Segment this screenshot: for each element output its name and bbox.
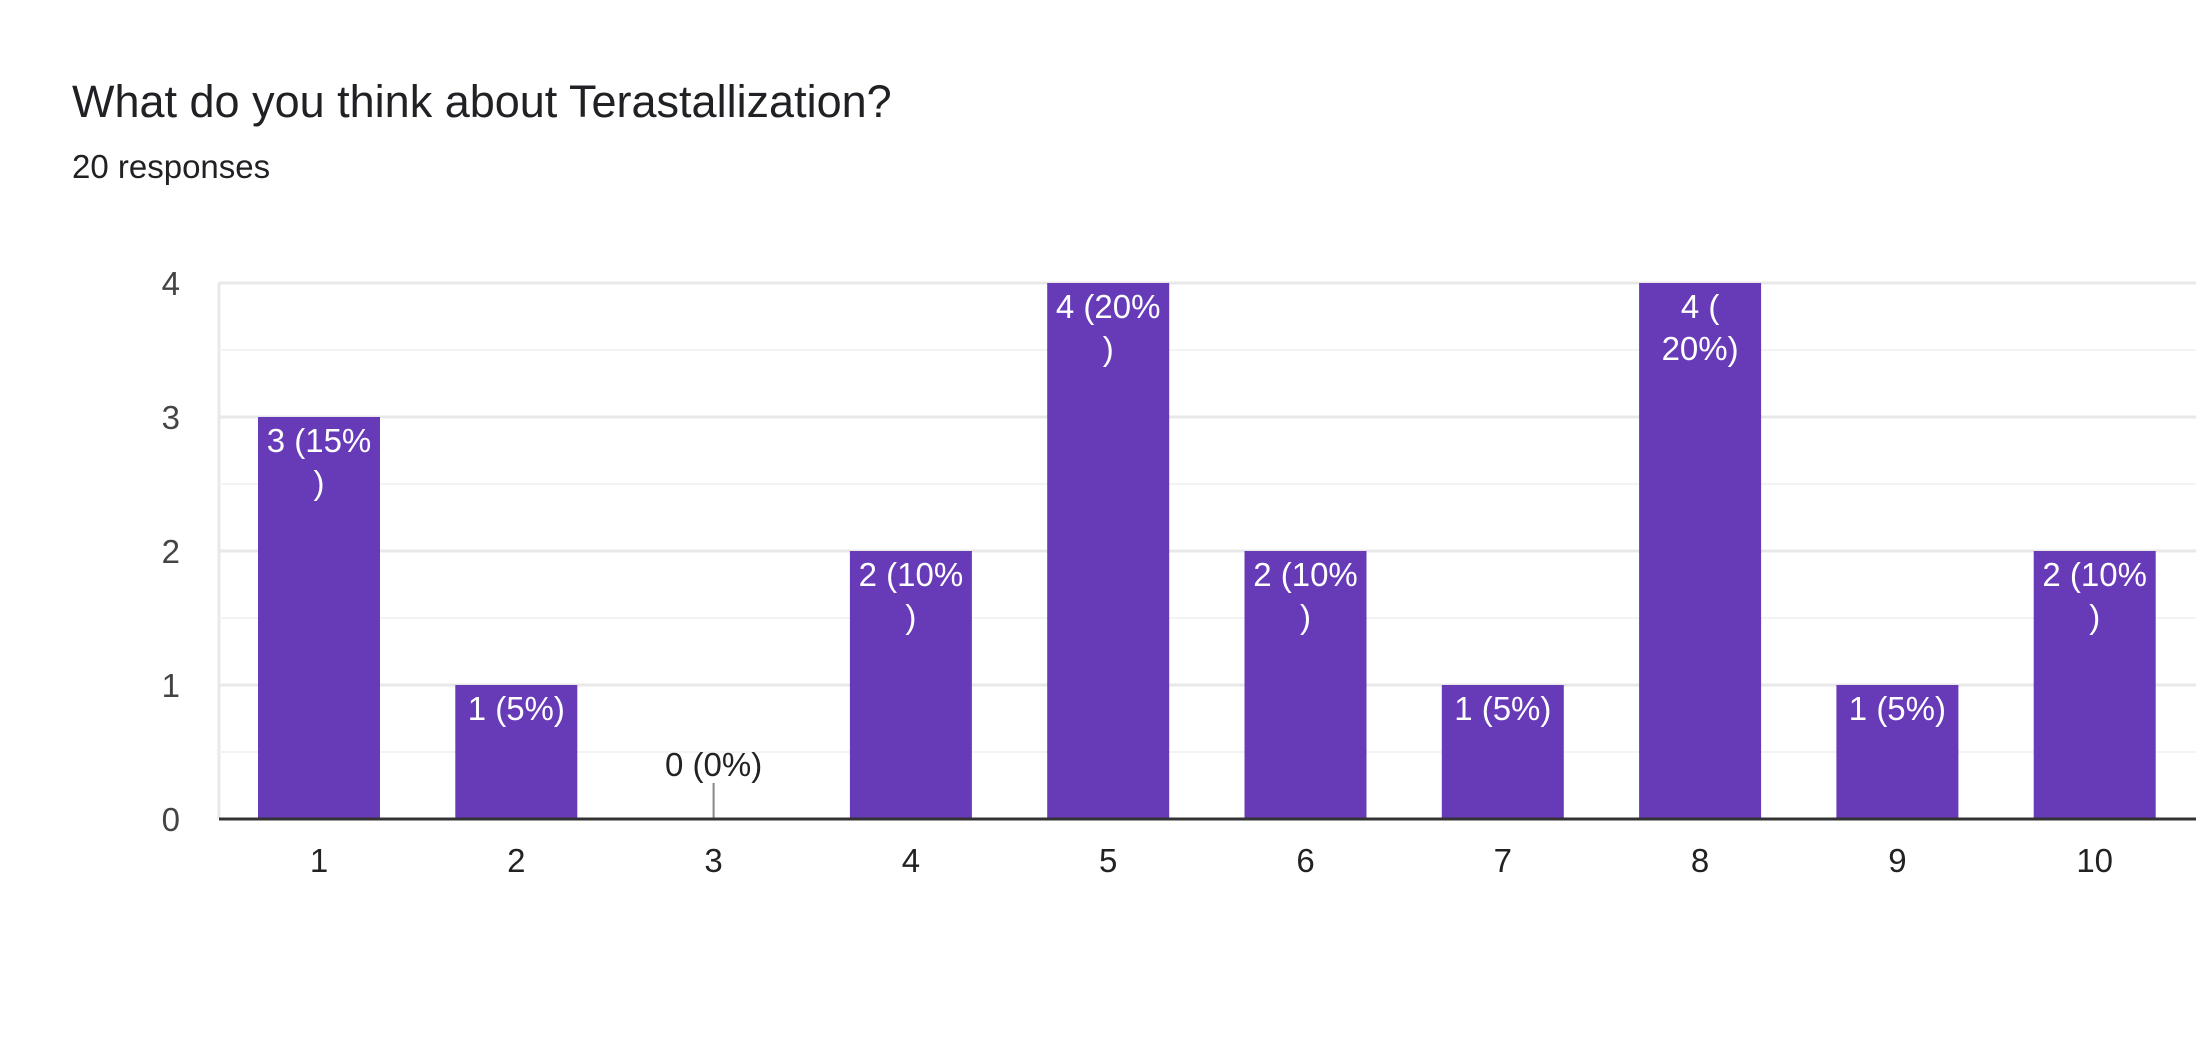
data-label: ) bbox=[314, 464, 325, 501]
data-label: 1 (5%) bbox=[1849, 690, 1946, 727]
x-tick-label: 10 bbox=[2076, 842, 2113, 879]
bar bbox=[258, 417, 380, 819]
data-label: 2 (10% bbox=[1253, 556, 1358, 593]
bar bbox=[1244, 551, 1367, 819]
y-tick-label: 1 bbox=[162, 667, 180, 704]
bar bbox=[1836, 685, 1959, 819]
bar bbox=[1047, 283, 1170, 819]
x-tick-label: 9 bbox=[1888, 842, 1906, 879]
data-label: 2 (10% bbox=[2042, 556, 2147, 593]
data-labels: 3 (15%)1 (5%)0 (0%)2 (10%)4 (20%)2 (10%)… bbox=[267, 288, 2147, 783]
data-label: ) bbox=[1103, 330, 1114, 367]
data-label: 1 (5%) bbox=[468, 690, 565, 727]
data-label: 4 ( bbox=[1681, 288, 1720, 325]
y-tick-label: 3 bbox=[162, 399, 180, 436]
data-label: 2 (10% bbox=[859, 556, 964, 593]
x-tick-label: 1 bbox=[310, 842, 328, 879]
y-axis-ticks: 0 1 2 3 4 bbox=[162, 265, 180, 838]
x-axis-ticks: 1 2 3 4 5 6 7 8 9 10 bbox=[310, 842, 2113, 879]
response-count: 20 responses bbox=[72, 148, 271, 185]
data-label: 1 (5%) bbox=[1454, 690, 1551, 727]
chart-bars bbox=[258, 283, 2156, 819]
data-label: ) bbox=[1300, 598, 1311, 635]
bar bbox=[1639, 283, 1762, 819]
x-tick-label: 6 bbox=[1296, 842, 1314, 879]
y-tick-label: 2 bbox=[162, 533, 180, 570]
x-tick-label: 3 bbox=[704, 842, 722, 879]
data-label: ) bbox=[2089, 598, 2100, 635]
y-tick-label: 0 bbox=[162, 801, 180, 838]
chart-title: What do you think about Terastallization… bbox=[72, 76, 892, 127]
x-tick-label: 7 bbox=[1494, 842, 1512, 879]
x-tick-label: 2 bbox=[507, 842, 525, 879]
x-tick-label: 4 bbox=[902, 842, 920, 879]
bar bbox=[2033, 551, 2156, 819]
x-tick-label: 8 bbox=[1691, 842, 1709, 879]
bar bbox=[1441, 685, 1564, 819]
x-tick-label: 5 bbox=[1099, 842, 1117, 879]
data-label: 4 (20% bbox=[1056, 288, 1161, 325]
bar bbox=[849, 551, 972, 819]
bar bbox=[455, 685, 578, 819]
data-label: ) bbox=[905, 598, 916, 635]
data-label: 0 (0%) bbox=[665, 746, 762, 783]
data-label: 3 (15% bbox=[267, 422, 372, 459]
y-tick-label: 4 bbox=[162, 265, 180, 302]
data-label: 20%) bbox=[1662, 330, 1739, 367]
